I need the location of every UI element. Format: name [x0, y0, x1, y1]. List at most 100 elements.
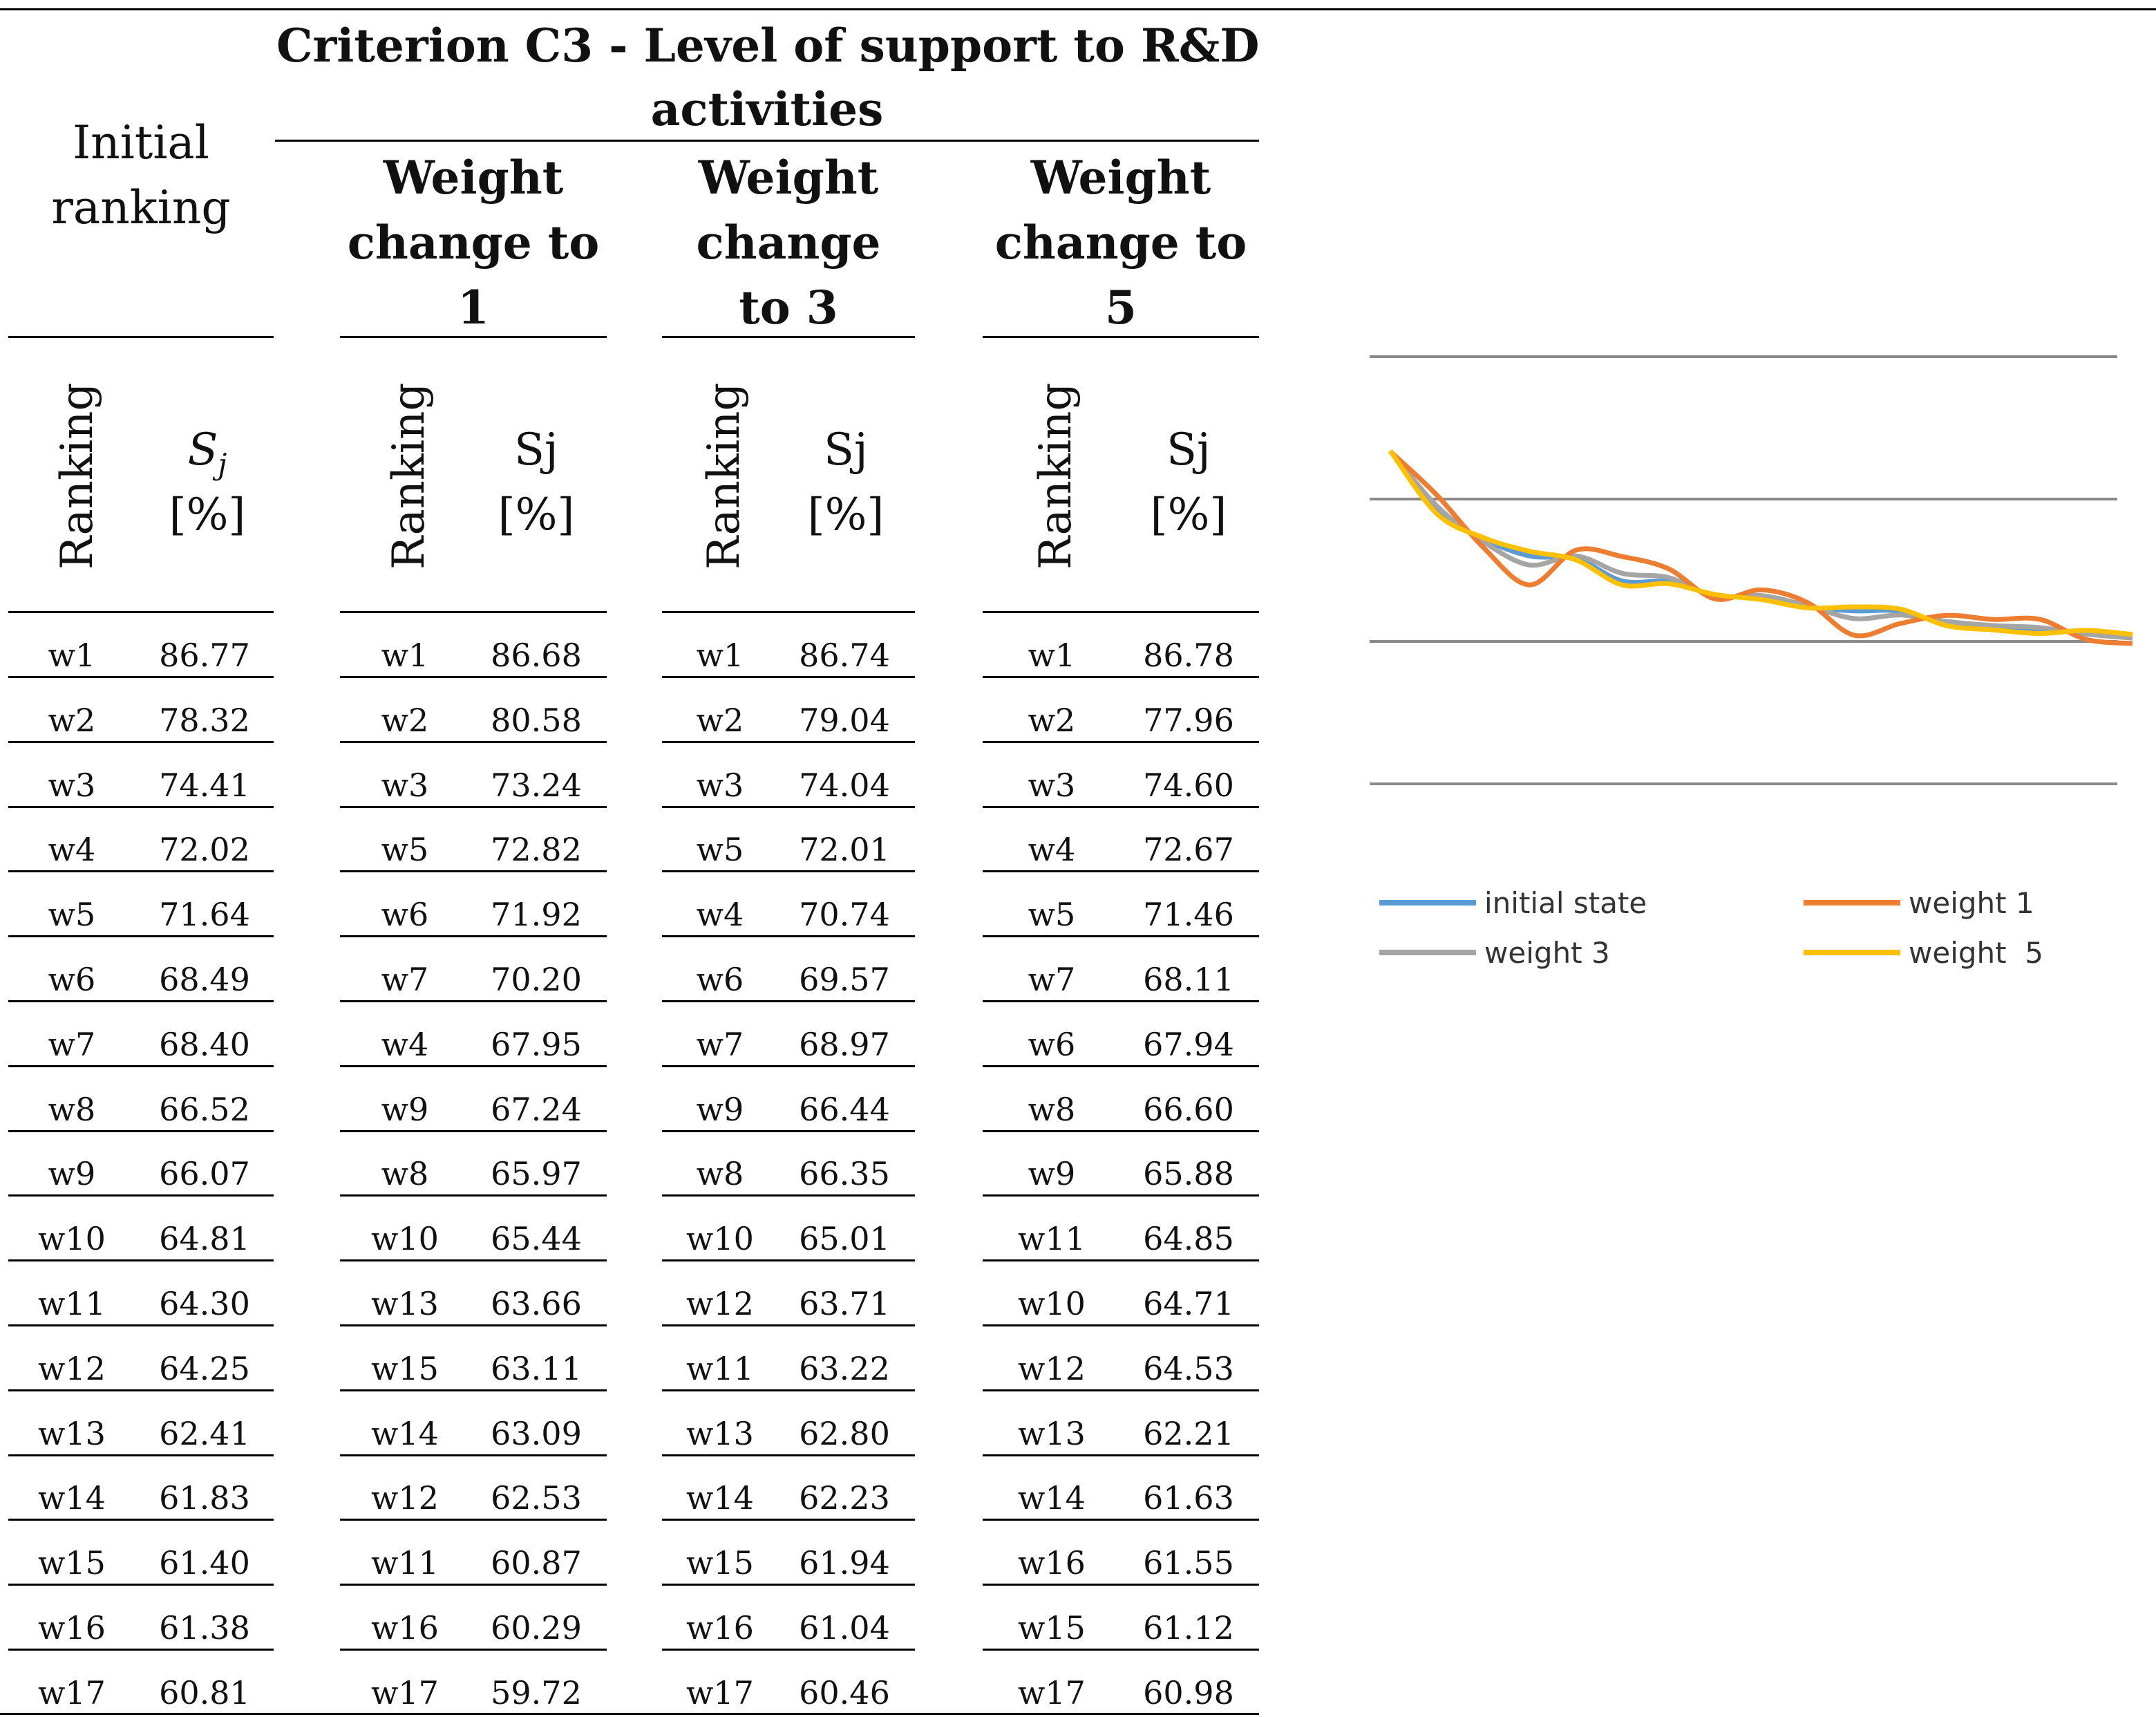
group1-header-line3: 1 [457, 281, 489, 335]
row-rule [662, 1129, 915, 1132]
table-cell-rank: w4 [1028, 831, 1076, 869]
table-cell-sj: 67.95 [491, 1025, 582, 1063]
table-cell-sj: 72.01 [799, 831, 890, 869]
table-cell-sj: 74.41 [159, 766, 250, 804]
bottom-rule [0, 1713, 1259, 1715]
group3-header-line2: change to [994, 216, 1247, 270]
row-rule [340, 1129, 607, 1132]
table-cell-rank: w1 [696, 637, 744, 674]
group3-header-line1: Weight [1030, 151, 1211, 205]
table-cell-rank: w12 [38, 1349, 106, 1387]
table-cell-sj: 69.57 [799, 961, 890, 998]
table-cell-sj: 62.23 [799, 1479, 890, 1517]
table-cell-rank: w11 [686, 1349, 754, 1387]
table-cell-sj: 66.52 [159, 1090, 250, 1128]
legend-label: weight 1 [1909, 886, 2034, 920]
group3-header-line3: 5 [1105, 281, 1137, 335]
table-cell-sj: 68.49 [159, 961, 250, 998]
percent-header-initial: [%] [169, 489, 246, 541]
table-cell-sj: 62.41 [159, 1414, 250, 1452]
table-cell-rank: w10 [1018, 1285, 1086, 1322]
table-cell-rank: w17 [1018, 1673, 1086, 1711]
table-cell-rank: w2 [696, 701, 744, 739]
table-cell-sj: 77.96 [1143, 701, 1234, 739]
table-cell-rank: w8 [381, 1155, 429, 1193]
row-rule [8, 1064, 274, 1067]
row-rule [340, 1519, 607, 1521]
table-cell-rank: w11 [1018, 1220, 1086, 1258]
table-cell-rank: w1 [1028, 637, 1076, 674]
group1-header-line1: Weight [383, 151, 564, 205]
table-cell-sj: 66.07 [159, 1155, 250, 1193]
row-rule [983, 1649, 1259, 1651]
table-cell-sj: 62.21 [1143, 1414, 1234, 1452]
row-rule [662, 740, 915, 743]
table-cell-rank: w1 [381, 637, 429, 674]
table-cell-sj: 86.68 [491, 637, 582, 674]
row-rule [8, 1000, 274, 1002]
table-cell-sj: 62.53 [491, 1479, 582, 1517]
table-cell-sj: 72.67 [1143, 831, 1234, 869]
table-cell-rank: w4 [48, 831, 96, 869]
table-cell-rank: w17 [371, 1673, 439, 1711]
table-cell-rank: w16 [371, 1609, 439, 1646]
table-cell-sj: 64.30 [159, 1285, 250, 1322]
row-rule [340, 740, 607, 743]
table-cell-rank: w4 [696, 896, 744, 934]
table-cell-rank: w13 [38, 1414, 106, 1452]
table-cell-sj: 63.22 [799, 1349, 890, 1387]
row-rule [340, 1389, 607, 1391]
table-cell-rank: w9 [1028, 1155, 1076, 1193]
row-rule [8, 740, 274, 743]
table-cell-rank: w8 [696, 1155, 744, 1193]
table-cell-rank: w16 [686, 1609, 754, 1646]
table-cell-rank: w11 [38, 1285, 106, 1322]
legend-label: initial state [1484, 886, 1647, 920]
row-rule [340, 1194, 607, 1197]
row-rule [8, 1259, 274, 1262]
table-cell-rank: w2 [48, 701, 96, 739]
table-cell-rank: w9 [696, 1090, 744, 1128]
table-cell-rank: w3 [381, 766, 429, 804]
table-cell-sj: 78.32 [159, 701, 250, 739]
table-cell-rank: w7 [696, 1025, 744, 1063]
sj-header-g3: Sj [1166, 424, 1211, 476]
row-rule [662, 935, 915, 938]
table-cell-sj: 79.04 [799, 701, 890, 739]
table-cell-sj: 60.98 [1143, 1673, 1234, 1711]
table-cell-rank: w15 [38, 1544, 106, 1582]
table-cell-rank: w5 [696, 831, 744, 869]
table-cell-rank: w8 [48, 1090, 96, 1128]
header-rule-g1 [340, 611, 607, 613]
row-rule [662, 1584, 915, 1586]
row-rule [340, 935, 607, 938]
row-rule [662, 1000, 915, 1002]
row-rule [340, 1649, 607, 1651]
table-cell-sj: 64.81 [159, 1220, 250, 1258]
table-cell-sj: 74.04 [799, 766, 890, 804]
chart-series [1388, 449, 2133, 646]
header-rule-g0 [8, 611, 274, 613]
table-cell-rank: w6 [1028, 1025, 1076, 1063]
group1-rule [340, 336, 607, 338]
criterion-title-line2: activities [650, 82, 884, 136]
table-cell-rank: w14 [1018, 1479, 1086, 1517]
table-cell-rank: w12 [1018, 1349, 1086, 1387]
sj-initial-s: S [187, 424, 218, 476]
table-cell-sj: 74.60 [1143, 766, 1234, 804]
table-cell-rank: w5 [1028, 896, 1076, 934]
row-rule [983, 935, 1259, 938]
table-cell-rank: w8 [1028, 1090, 1076, 1128]
table-cell-sj: 63.11 [491, 1349, 582, 1387]
table-cell-sj: 72.02 [159, 831, 250, 869]
row-rule [8, 935, 274, 938]
row-rule [983, 870, 1259, 873]
series-line-weight-3 [1388, 449, 2133, 641]
table-cell-rank: w7 [1028, 961, 1076, 998]
row-rule [662, 1389, 915, 1391]
row-rule [983, 1389, 1259, 1391]
table-cell-sj: 63.71 [799, 1285, 890, 1322]
group2-rule [662, 336, 915, 338]
table-cell-sj: 63.66 [491, 1285, 582, 1322]
table-cell-sj: 61.55 [1143, 1544, 1234, 1582]
